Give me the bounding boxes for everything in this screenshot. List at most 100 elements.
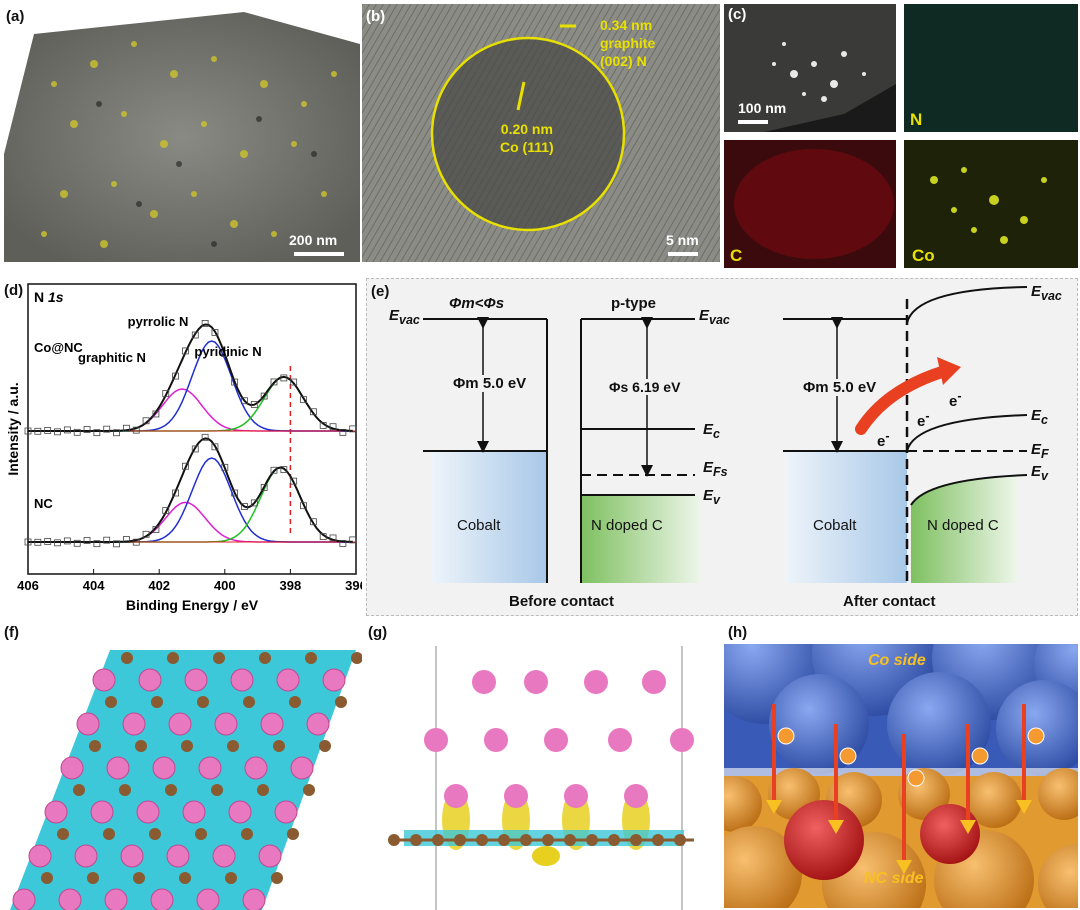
co-atom [524, 670, 548, 694]
data-point [162, 390, 170, 397]
co-atom [290, 756, 314, 780]
ptype-label: p-type [611, 295, 656, 312]
scale-text-c: 100 nm [738, 100, 787, 116]
cobalt-label-before: Cobalt [457, 517, 501, 534]
co-atom [76, 712, 100, 736]
data-point [231, 378, 239, 386]
co-atom [670, 728, 694, 752]
co-atom [624, 784, 648, 808]
co-side-label: Co side [868, 652, 926, 669]
haadf-image: (c) 100 nm [724, 4, 896, 132]
c-atom [103, 828, 115, 840]
co-atom [484, 728, 508, 752]
c-map: C [724, 140, 896, 268]
data-point [123, 536, 130, 543]
co-atom [212, 844, 236, 868]
panel-e-band-diagram: (e) [366, 278, 1078, 616]
evac-label-2: Evac [699, 307, 730, 327]
data-point [44, 538, 52, 545]
co-map: Co [904, 140, 1078, 268]
band-diagram-svg [423, 286, 1028, 583]
panel-h-label: (h) [728, 624, 748, 641]
ec-label-1: Ec [703, 421, 720, 441]
data-point [270, 466, 278, 474]
co-atom [424, 728, 448, 752]
ef-label: EF [1031, 441, 1049, 461]
sample-label-1: NC [34, 496, 53, 511]
co-annotation: 0.20 nm Co (111) [500, 121, 554, 155]
c-atom [105, 696, 117, 708]
co-atom [196, 888, 220, 910]
data-point [191, 445, 199, 453]
c-atom [259, 652, 271, 664]
charge-density-lobe [532, 846, 560, 866]
data-point [132, 426, 140, 434]
co-atom [242, 888, 266, 910]
co-atom [564, 784, 588, 808]
co-atom [28, 844, 52, 868]
co-atom [44, 800, 68, 824]
panel-b-hrtem-image: (b) 0.34 nm graphite (002) N 0.20 nm Co … [362, 4, 720, 262]
envelope-1 [28, 437, 353, 543]
data-point [349, 536, 357, 544]
data-point [319, 533, 327, 541]
data-point [221, 350, 229, 358]
co-atom [608, 728, 632, 752]
lattice-top-view [10, 650, 362, 910]
panel-b-label: (b) [366, 8, 386, 25]
data-point [93, 429, 101, 437]
ndoped-block-after [911, 475, 1017, 583]
co-atom [92, 668, 116, 692]
co-atom [60, 756, 84, 780]
panel-d-label: (d) [4, 282, 24, 299]
co-map-label: Co [912, 246, 935, 265]
co-atom [258, 844, 282, 868]
data-point [93, 540, 101, 548]
co-atom [122, 712, 146, 736]
cobalt-block-before [431, 451, 547, 583]
data-point [201, 433, 209, 441]
c-atom [181, 740, 193, 752]
c-atom [167, 652, 179, 664]
co-atom [198, 756, 222, 780]
nc-side-label: NC side [864, 870, 924, 887]
panel-h-interface-illustration: (h) [724, 620, 1078, 910]
co-atom [504, 784, 528, 808]
data-point [329, 423, 337, 431]
co-atom [584, 670, 608, 694]
co-atom [12, 888, 36, 910]
data-point [142, 530, 150, 538]
data-point [280, 466, 288, 473]
ndoped-label-after: N doped C [927, 517, 999, 534]
c-atom [271, 872, 283, 884]
electron-label-3: e- [949, 389, 962, 410]
data-point [113, 429, 120, 437]
panel-g-label: (g) [368, 624, 388, 641]
data-point [83, 426, 91, 433]
co-atom [74, 844, 98, 868]
band-labels: Evac Φm<Φs p-type Evac Φm 5.0 eV Φs 6.19… [367, 279, 1077, 615]
scale-bar-a [294, 252, 344, 256]
data-point [34, 427, 42, 435]
data-point [300, 502, 307, 510]
ev-label-1: Ev [703, 487, 720, 507]
c-atom [73, 784, 85, 796]
data-point [290, 477, 298, 485]
co-atom [276, 668, 300, 692]
x-tick-label: 404 [83, 578, 105, 593]
data-point [24, 427, 32, 435]
x-axis-label: Binding Energy / eV [126, 597, 259, 613]
n-map-label: N [910, 110, 923, 129]
c-atom [287, 828, 299, 840]
c-atom [133, 872, 145, 884]
data-point [63, 426, 71, 434]
data-point [182, 462, 189, 470]
co-atom [152, 756, 176, 780]
peak-label-0: pyrrolic N [128, 314, 189, 329]
panel-f-label: (f) [4, 624, 19, 641]
panel-a-tem-image: (a) 200 nm [4, 4, 360, 262]
ev-label-2: Ev [1031, 463, 1048, 483]
co-atom [306, 712, 330, 736]
c-atom [243, 696, 255, 708]
co-atom [138, 668, 162, 692]
